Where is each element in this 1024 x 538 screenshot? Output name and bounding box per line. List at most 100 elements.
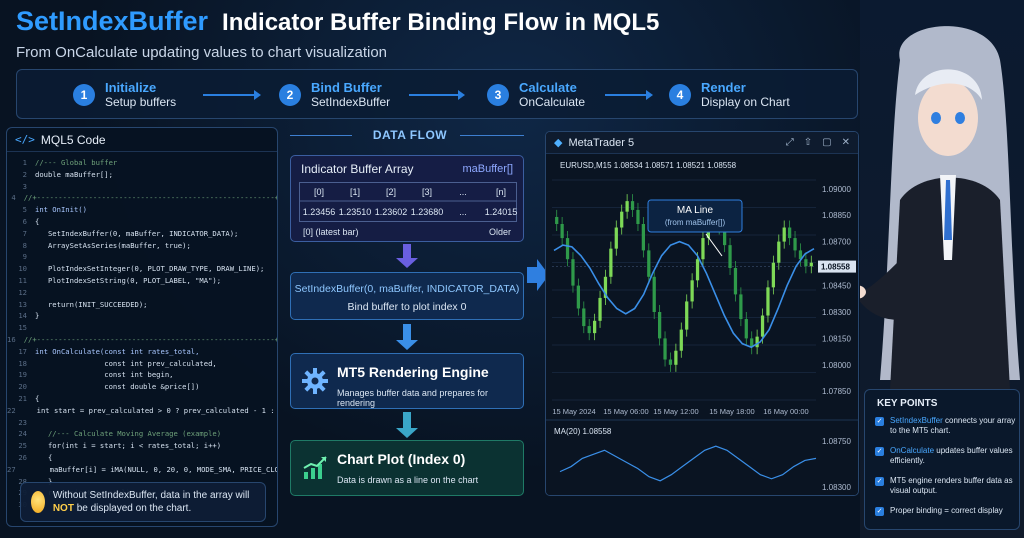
step-title: Calculate <box>519 80 577 95</box>
code-line: 22 int start = prev_calculated > 0 ? pre… <box>7 406 277 418</box>
price-tick-label: 1.07850 <box>822 387 851 396</box>
line-number: 17 <box>18 346 27 356</box>
array-value-cell: 1.23456 <box>302 207 336 217</box>
candle-body <box>587 326 591 334</box>
steps-bar: 1 Initialize Setup buffers 2 Bind Buffer S… <box>16 69 858 119</box>
code-line: 28 } <box>7 476 277 489</box>
right-arrow-icon <box>527 259 549 291</box>
candle-body <box>723 227 727 246</box>
line-text: int OnCalculate(const int rates_total, <box>35 346 200 356</box>
step-arrow-icon <box>409 90 465 100</box>
line-number: 20 <box>18 382 27 392</box>
time-tick-label: 15 May 2024 <box>552 407 595 416</box>
pin-icon[interactable]: ⇧ <box>803 137 813 148</box>
candle-body <box>750 338 754 348</box>
step-title: Render <box>701 80 746 95</box>
candle-body <box>744 319 748 339</box>
step-title: Initialize <box>105 80 157 95</box>
line-number: 28 <box>18 476 27 486</box>
note-not: NOT <box>52 503 74 514</box>
array-foot-left: [0] (latest bar) <box>303 227 359 237</box>
candle-body <box>663 338 667 360</box>
candle-body <box>593 320 597 334</box>
mt5-window: ◆ MetaTrader 5 ⤢ ⇧ ▢ ✕ 1.09000 1.08850 1.0… <box>545 131 859 496</box>
price-chart: 1.09000 1.08850 1.08700 1.08558 1.08450 1.083… <box>546 154 858 495</box>
code-line: 1 //--- Global buffer <box>7 158 277 170</box>
line-text: } <box>35 311 40 321</box>
line-number: 11 <box>18 275 27 285</box>
array-value-cell: 1.23602 <box>374 207 408 217</box>
candle-body <box>620 211 624 228</box>
line-number: 14 <box>18 311 27 321</box>
line-number: 24 <box>18 429 27 439</box>
code-line: 23 <box>7 418 277 430</box>
line-text: { <box>35 393 40 403</box>
code-lines: 1 //--- Global buffer 2 double maBuffer[]; 3… <box>7 158 277 512</box>
key-point-rest: updates buffer values efficiently. <box>890 446 1013 465</box>
sub-tick-label: 1.08750 <box>822 437 851 446</box>
code-line: 27 maBuffer[i] = iMA(NULL, 0, 20, 0, MOD… <box>7 465 277 477</box>
step-bind: 2 Bind Buffer SetIndexBuffer <box>279 78 390 112</box>
page-subtitle: From OnCalculate updating values to char… <box>16 44 388 61</box>
candle-body <box>755 336 759 348</box>
bind-desc: Bind buffer to plot index 0 <box>347 301 467 313</box>
check-icon: ✓ <box>875 417 884 426</box>
time-tick-label: 15 May 06:00 <box>603 407 648 416</box>
mt5-logo-icon: ◆ <box>554 137 563 149</box>
candle-body <box>598 297 602 321</box>
array-header-cell: [3] <box>421 187 432 197</box>
current-price-label: 1.08558 <box>821 263 850 272</box>
code-line: 15 <box>7 323 277 335</box>
key-point-text: SetIndexBuffer connects your array to th… <box>890 416 1017 436</box>
code-line: 8 ArraySetAsSeries(maBuffer, true); <box>7 241 277 253</box>
candle-body <box>695 259 700 281</box>
step-number: 3 <box>487 84 509 106</box>
key-point-rest: Proper binding = correct display <box>890 506 1003 515</box>
close-icon[interactable]: ✕ <box>841 137 850 148</box>
key-point-item: ✓ SetIndexBuffer connects your array to t… <box>875 416 1017 436</box>
ma-series-line <box>553 240 815 349</box>
candle-body <box>636 209 640 224</box>
sub-label: MA(20) 1.08558 <box>554 427 612 436</box>
key-point-item: ✓ OnCalculate updates buffer values effic… <box>875 446 1017 466</box>
candle-body <box>679 329 683 351</box>
key-point-item: ✓ Proper binding = correct display <box>875 506 1017 516</box>
code-line: 12 <box>7 288 277 300</box>
data-flow-title: DATA FLOW <box>372 128 448 142</box>
code-line: 2 double maBuffer[]; <box>7 170 277 182</box>
code-line: 5 int OnInit() <box>7 205 277 217</box>
plot-sub: Data is drawn as a line on the chart <box>337 475 479 485</box>
line-text: SetIndexBuffer(0, maBuffer, INDICATOR_DA… <box>35 228 239 238</box>
maximize-icon[interactable]: ▢ <box>822 137 832 148</box>
key-point-highlight: OnCalculate <box>890 446 935 455</box>
candle-body <box>652 276 656 312</box>
expand-icon[interactable]: ⤢ <box>785 137 794 148</box>
candle-body <box>733 268 738 295</box>
step-initialize: 1 Initialize Setup buffers <box>73 78 176 112</box>
array-value-cell: 1.24015 <box>484 207 518 217</box>
line-number: 4 <box>11 193 16 203</box>
bind-box: SetIndexBuffer(0, maBuffer, INDICATOR_DA… <box>290 272 524 320</box>
array-grid <box>299 182 517 222</box>
mt5-title: MetaTrader 5 <box>568 136 635 149</box>
code-line: 21 { <box>7 393 277 406</box>
check-icon: ✓ <box>875 477 884 486</box>
step-arrow-icon <box>203 90 261 100</box>
array-header-cell: [1] <box>349 187 360 197</box>
check-icon: ✓ <box>875 447 884 456</box>
candle-body <box>625 201 629 212</box>
code-panel-header: </> MQL5 Code <box>7 128 277 152</box>
sub-series-line <box>559 445 817 482</box>
candle-body <box>560 224 564 239</box>
line-text: PlotIndexSetInteger(0, PLOT_DRAW_TYPE, D… <box>35 264 265 274</box>
key-points-panel: KEY POINTS ✓ SetIndexBuffer connects your… <box>864 389 1020 530</box>
line-number: 16 <box>7 334 16 344</box>
price-tick-label: 1.08000 <box>822 361 851 370</box>
plot-box: Chart Plot (Index 0) Data is drawn as a … <box>290 440 524 496</box>
candle-body <box>571 259 575 286</box>
line-text: //--- Global buffer <box>35 158 118 167</box>
candle-body <box>771 262 775 288</box>
key-point-highlight: SetIndexBuffer <box>890 416 943 425</box>
time-tick-label: 15 May 18:00 <box>709 407 754 416</box>
note-post: be displayed on the chart. <box>73 503 192 514</box>
